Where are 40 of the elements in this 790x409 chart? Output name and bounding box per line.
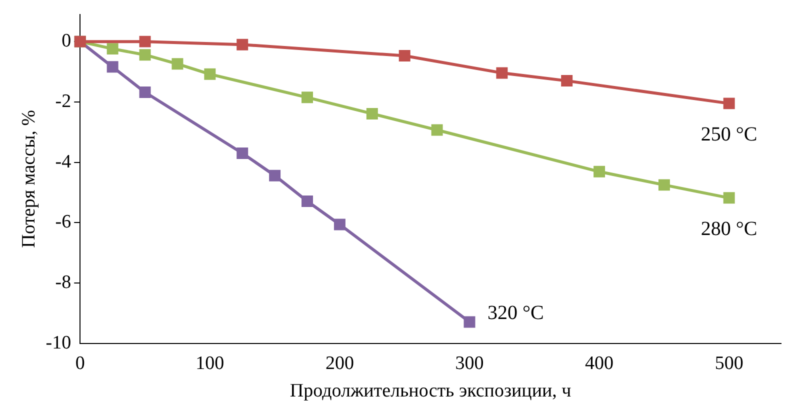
x-tick-label: 500 bbox=[714, 352, 744, 374]
point bbox=[561, 75, 573, 87]
x-tick-label: 300 bbox=[455, 352, 484, 374]
series-label: 250 °C bbox=[700, 124, 758, 146]
y-tick-label: -4 bbox=[55, 151, 72, 172]
point bbox=[302, 195, 314, 207]
y-axis-title: Потеря массы, % bbox=[18, 110, 40, 248]
point bbox=[723, 98, 735, 110]
series-label: 320 °C bbox=[488, 302, 544, 324]
point bbox=[139, 49, 151, 61]
point bbox=[496, 67, 508, 79]
point bbox=[464, 316, 476, 328]
point bbox=[106, 43, 118, 55]
series-label: 280 °C bbox=[700, 218, 758, 240]
y-tick-label: -8 bbox=[55, 272, 72, 294]
y-tick-label: -6 bbox=[55, 212, 72, 233]
x-tick-label: 0 bbox=[75, 352, 85, 374]
x-tick-label: 400 bbox=[585, 352, 614, 374]
y-tick-label: -2 bbox=[55, 90, 72, 112]
point bbox=[398, 50, 410, 62]
point bbox=[172, 58, 184, 70]
x-tick-label: 200 bbox=[325, 352, 354, 374]
point bbox=[139, 36, 151, 48]
point bbox=[236, 38, 248, 50]
point bbox=[236, 148, 248, 159]
point bbox=[139, 86, 151, 98]
point bbox=[431, 124, 443, 136]
point bbox=[106, 61, 118, 73]
point bbox=[302, 92, 314, 104]
point bbox=[723, 192, 735, 204]
point bbox=[204, 68, 216, 80]
y-tick-label: 0 bbox=[62, 30, 72, 52]
point bbox=[269, 170, 281, 182]
point bbox=[366, 108, 378, 120]
x-axis-title: Продолжительность экспозиции, ч bbox=[290, 380, 572, 402]
x-tick-label: 100 bbox=[196, 352, 224, 374]
y-tick-label: -10 bbox=[46, 332, 72, 354]
point bbox=[594, 166, 606, 178]
point bbox=[334, 218, 346, 230]
point bbox=[658, 179, 670, 191]
